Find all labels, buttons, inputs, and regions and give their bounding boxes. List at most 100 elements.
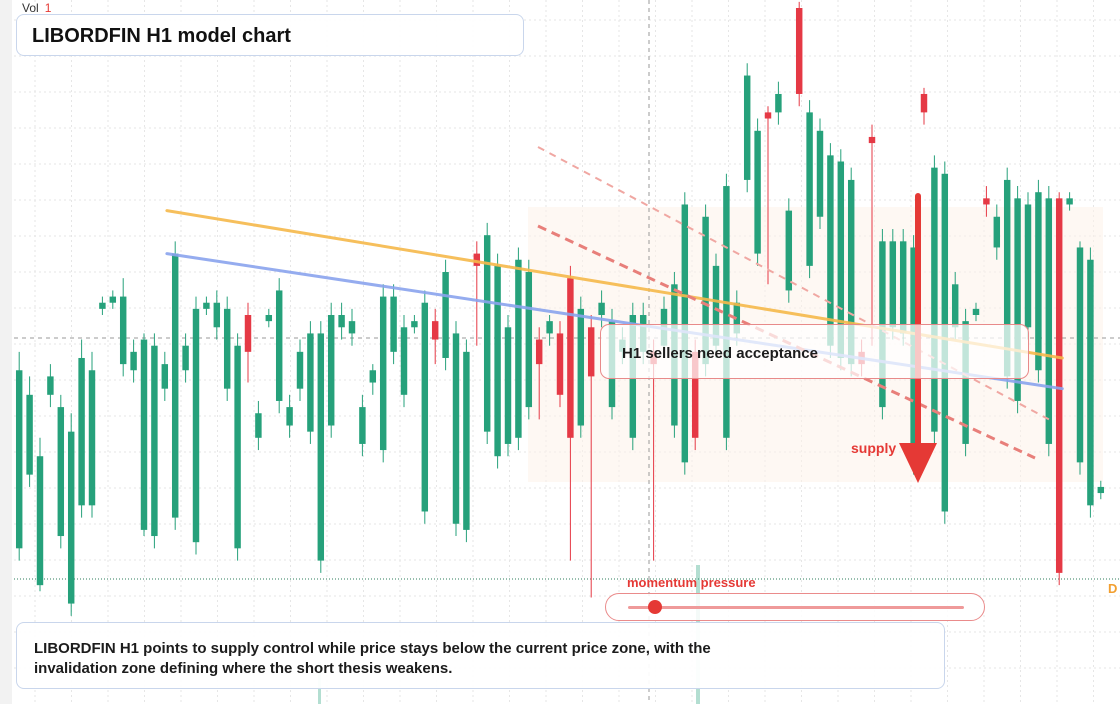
candle-body: [483, 235, 491, 432]
candle-body: [275, 290, 283, 401]
candle-body: [567, 278, 574, 438]
candle-body: [993, 216, 1001, 248]
candle-body: [515, 259, 522, 438]
candle-body: [1055, 198, 1063, 573]
candle-body: [151, 345, 158, 537]
sellers-callout: H1 sellers need acceptance: [600, 324, 1029, 379]
candle-body: [723, 186, 730, 438]
candle-body: [119, 296, 127, 365]
candle-body: [442, 272, 449, 358]
candle-body: [213, 302, 221, 328]
candle-body: [546, 321, 553, 334]
analysis-note: LIBORDFIN H1 points to supply control wh…: [34, 640, 711, 677]
candle-body: [712, 265, 720, 346]
candle-body: [733, 302, 741, 334]
candle-body: [109, 296, 117, 303]
chart-title-card: LIBORDFIN H1 model chart: [16, 14, 524, 56]
supply-label: supply: [851, 440, 897, 456]
candle-body: [452, 333, 460, 524]
candle-body: [286, 407, 293, 426]
analysis-note-card: LIBORDFIN H1 points to supply control wh…: [16, 622, 945, 689]
candle-body: [1035, 192, 1042, 371]
candle-body: [421, 302, 429, 512]
candle-body: [972, 308, 980, 315]
candle-body: [390, 296, 397, 352]
candle-body: [827, 155, 834, 346]
candle-body: [525, 272, 533, 408]
candle-body: [951, 284, 959, 328]
candle-body: [463, 351, 470, 530]
candle-body: [598, 302, 605, 315]
candle-body: [868, 136, 876, 144]
candle-body: [962, 321, 969, 444]
candle-body: [1076, 247, 1084, 463]
candle-body: [535, 339, 543, 365]
candle-body: [473, 253, 481, 266]
candle-body: [556, 333, 564, 395]
chart-title: LIBORDFIN H1 model chart: [32, 25, 291, 47]
candle-body: [1024, 204, 1032, 328]
candle-body: [411, 321, 418, 328]
volume-value: 1: [44, 1, 52, 15]
candle-body: [494, 265, 501, 457]
candle-body: [837, 161, 845, 358]
candle-body: [161, 364, 169, 389]
candle-body: [182, 345, 189, 371]
candle-body: [785, 210, 793, 291]
supply-arrow-head: [899, 443, 937, 483]
candle-body: [67, 431, 75, 604]
candle-body: [296, 351, 304, 389]
candle-body: [26, 394, 33, 475]
candle-body: [795, 8, 803, 94]
candle-body: [587, 327, 595, 377]
candle-body: [203, 302, 210, 309]
candle-body: [1066, 198, 1073, 205]
momentum-slider[interactable]: [605, 593, 985, 621]
candle-body: [920, 93, 928, 113]
candle-body: [1045, 198, 1053, 444]
candle-body: [140, 339, 148, 530]
candle-body: [775, 93, 782, 113]
candle-body: [743, 75, 751, 180]
candle-body: [400, 327, 408, 395]
candle-body: [338, 315, 345, 328]
candle-body: [327, 315, 335, 426]
candle-body: [691, 351, 699, 438]
candle-body: [171, 253, 179, 518]
candle-body: [223, 308, 231, 389]
candle-body: [816, 130, 824, 217]
candle-body: [99, 302, 106, 309]
volume-label: Vol: [22, 1, 39, 15]
candle-body: [889, 241, 897, 328]
candle-body: [1087, 259, 1094, 506]
momentum-track: [628, 606, 964, 609]
candle-body: [348, 321, 356, 334]
candle-body: [255, 413, 262, 438]
candle-body: [369, 370, 377, 383]
edge-label: D: [1108, 581, 1118, 596]
candle-body: [379, 296, 387, 451]
volume-indicator: Vol 1: [22, 1, 51, 15]
candle-body: [754, 130, 761, 254]
candle-body: [764, 112, 772, 119]
candle-body: [1097, 486, 1105, 494]
candle-body: [78, 357, 85, 506]
candle-body: [36, 456, 44, 586]
candle-body: [88, 370, 96, 506]
candle-body: [244, 315, 252, 352]
candle-body: [806, 112, 813, 266]
candle-body: [1014, 198, 1021, 401]
momentum-handle[interactable]: [647, 600, 662, 614]
candle-body: [192, 308, 200, 543]
candle-body: [1003, 179, 1011, 377]
candle-body: [504, 327, 512, 444]
momentum-label: momentum pressure: [627, 575, 756, 590]
candle-body: [265, 315, 273, 322]
candle-body: [359, 407, 366, 444]
candle-body: [577, 308, 585, 426]
candle-body: [983, 198, 990, 205]
candle-body: [847, 179, 855, 365]
candle-body: [702, 216, 709, 365]
candle-body: [234, 345, 241, 549]
candle-body: [317, 333, 325, 561]
